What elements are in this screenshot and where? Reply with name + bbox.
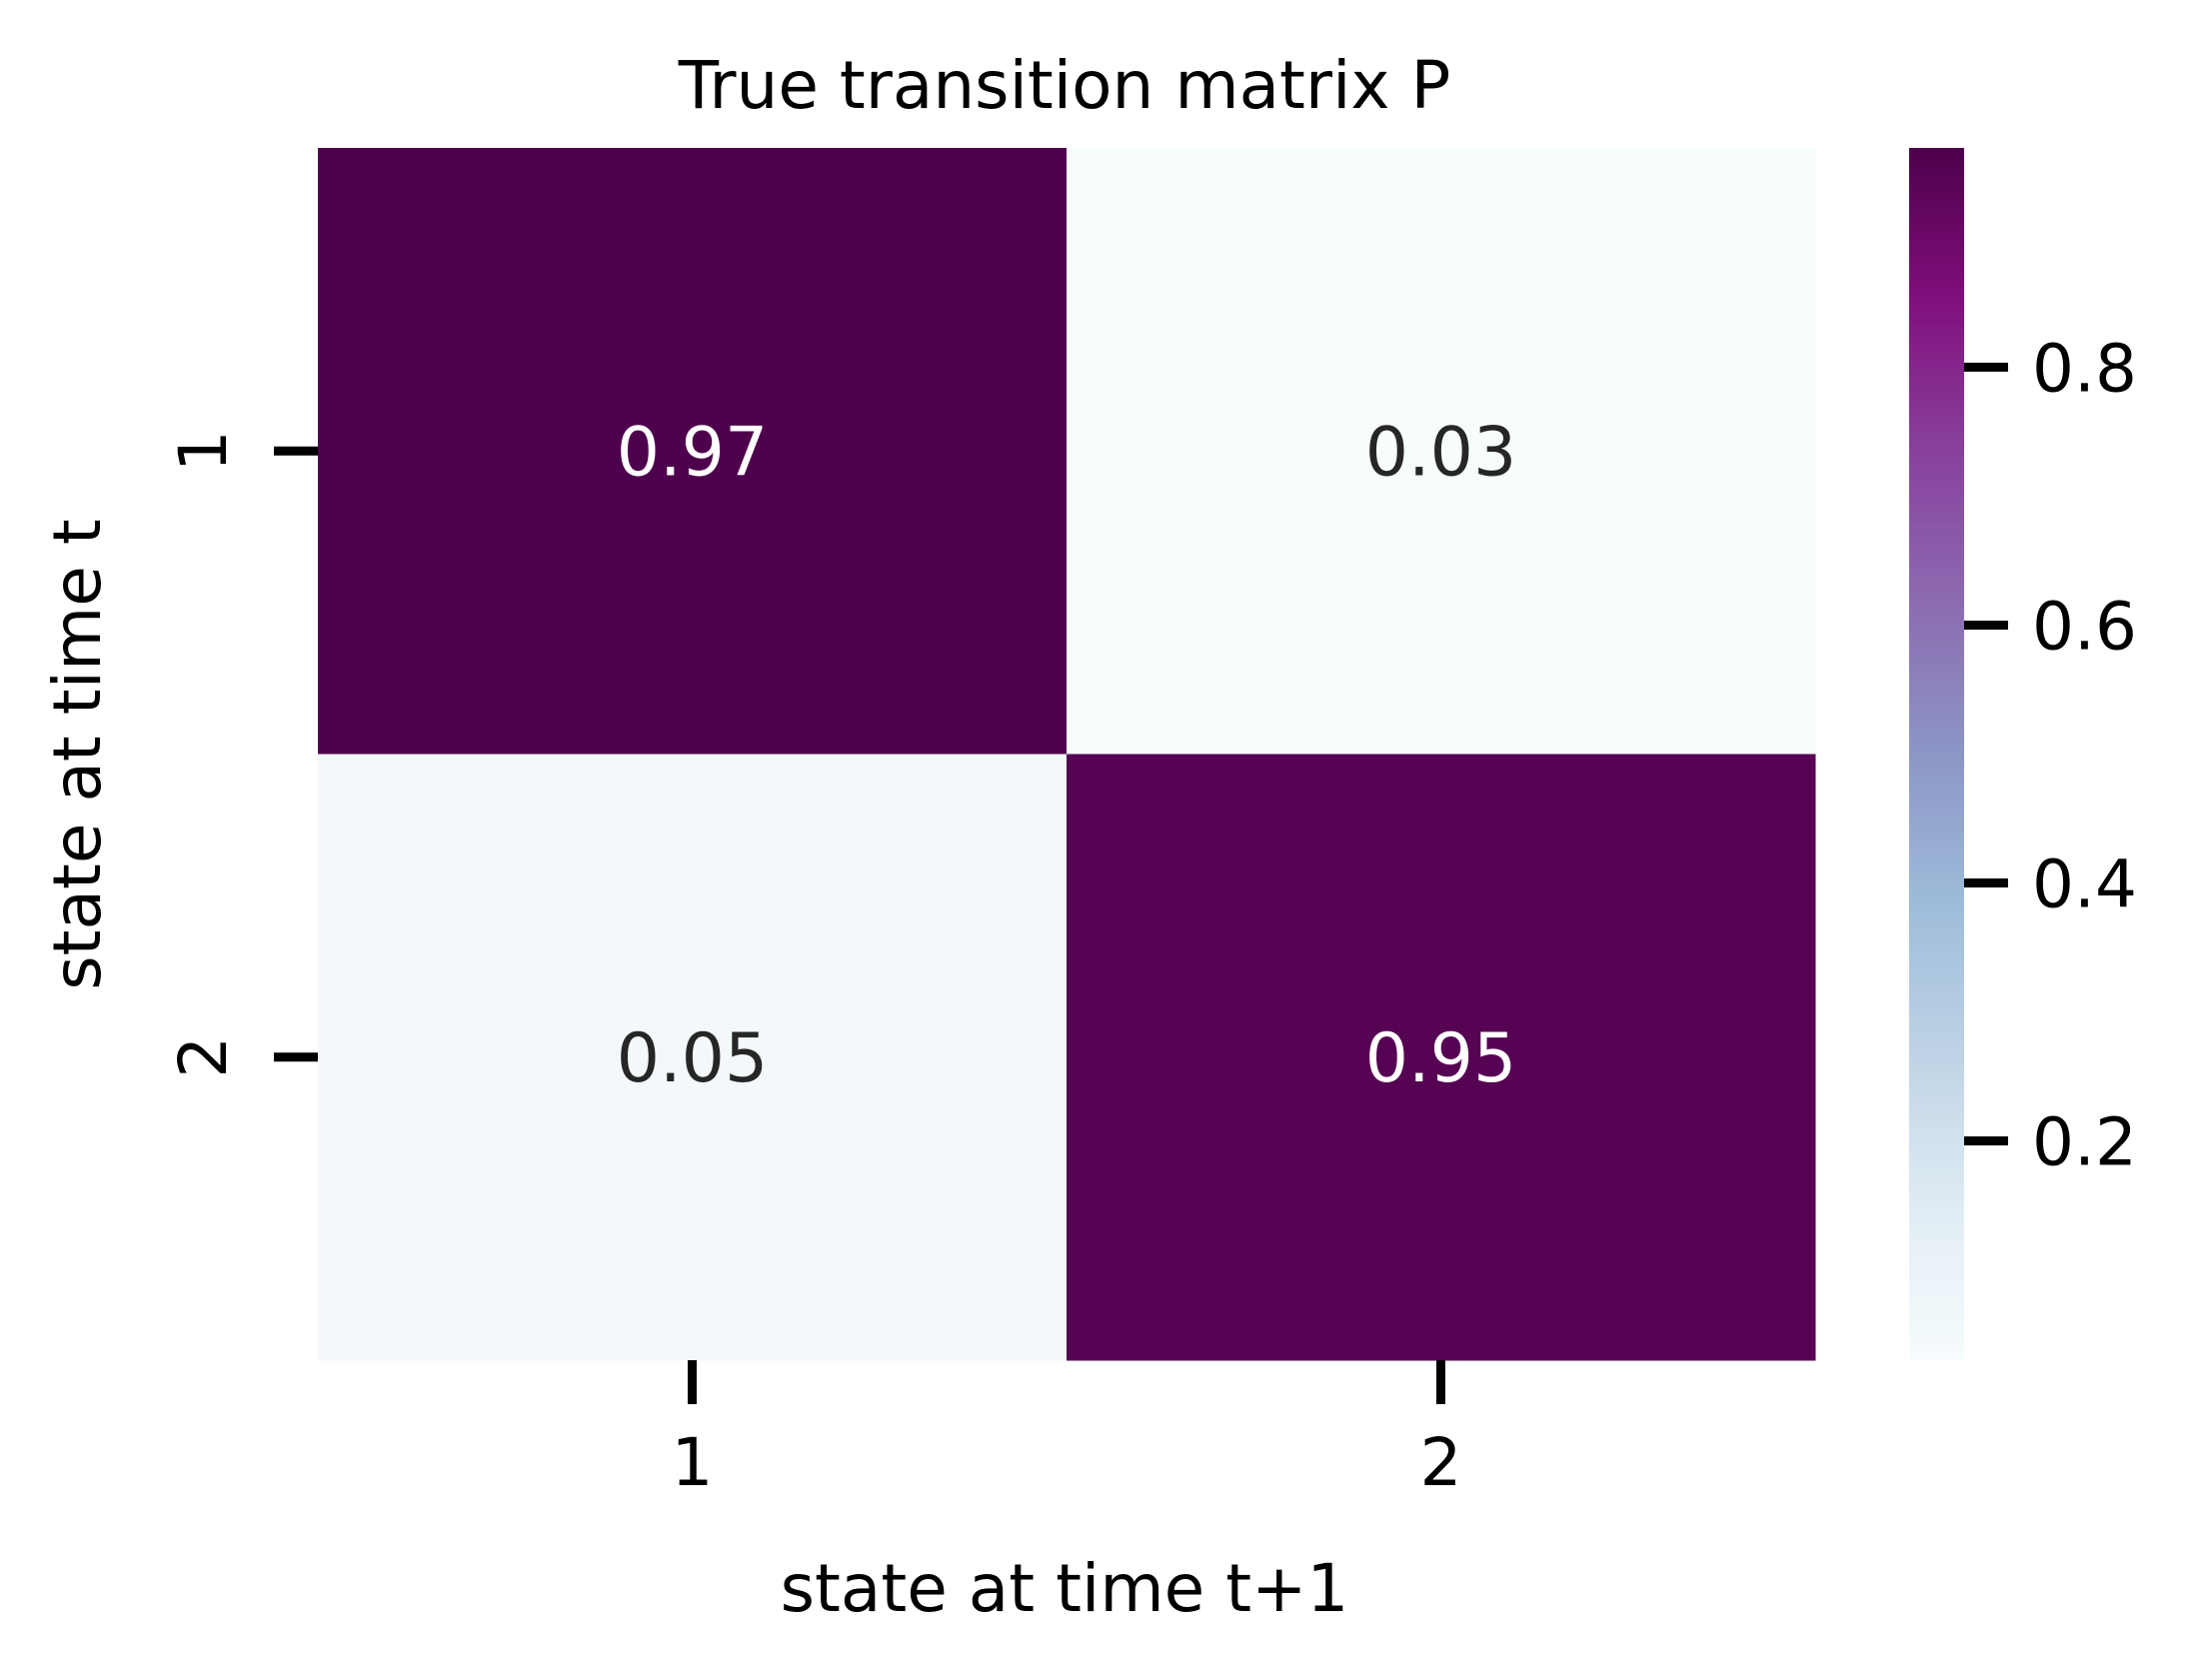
cell-value-label: 0.95 xyxy=(1365,1019,1516,1098)
heatmap-cell xyxy=(318,148,1068,755)
colorbar-tick-label: 0.6 xyxy=(2032,588,2137,665)
colorbar-tick-label: 0.4 xyxy=(2032,846,2137,923)
cell-value-label: 0.03 xyxy=(1365,413,1516,492)
heatmap-cells xyxy=(318,148,1816,1361)
cell-value-label: 0.05 xyxy=(617,1019,768,1098)
y-axis-ticks: 12 xyxy=(165,430,318,1078)
x-tick-label: 2 xyxy=(1420,1424,1462,1501)
colorbar-tick-label: 0.2 xyxy=(2032,1104,2137,1181)
y-axis-label: state at time t xyxy=(39,519,116,989)
chart-title: True transition matrix P xyxy=(678,47,1451,124)
heatmap-cell-labels: 0.97 0.03 0.05 0.95 xyxy=(617,413,1516,1098)
colorbar-tick-label: 0.8 xyxy=(2032,330,2137,407)
x-tick-label: 1 xyxy=(672,1424,714,1501)
cell-value-label: 0.97 xyxy=(617,413,768,492)
y-tick-label: 1 xyxy=(165,430,242,472)
x-axis-label: state at time t+1 xyxy=(781,1550,1349,1627)
y-tick-label: 2 xyxy=(165,1036,242,1078)
heatmap-cell xyxy=(1067,148,1816,755)
colorbar-ticks: 0.2 0.4 0.6 0.8 xyxy=(1964,330,2137,1181)
colorbar xyxy=(1909,148,1964,1360)
heatmap-cell xyxy=(318,754,1068,1361)
heatmap-cell xyxy=(1067,754,1816,1361)
